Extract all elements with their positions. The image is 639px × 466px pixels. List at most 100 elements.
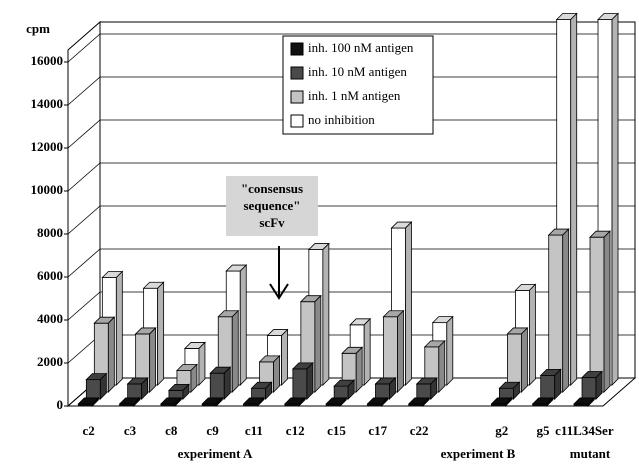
y-tick-label: 12000 xyxy=(31,139,64,154)
arrow-head xyxy=(269,283,289,300)
bar-side xyxy=(347,379,355,400)
bar-side xyxy=(529,283,536,386)
bar-side xyxy=(141,376,149,400)
y-tick-label: 2000 xyxy=(37,354,63,369)
bar-face xyxy=(416,383,432,400)
bar xyxy=(490,396,513,407)
bar-side xyxy=(215,396,223,407)
bar-side xyxy=(91,396,99,407)
y-tick-label: 14000 xyxy=(31,96,64,111)
bar-face xyxy=(127,383,143,400)
bar xyxy=(581,370,603,400)
annotation-box xyxy=(226,176,318,236)
grid-line xyxy=(67,76,635,106)
y-tick-label: 4000 xyxy=(37,311,63,326)
bar-side xyxy=(298,396,306,407)
group-label: experiment A xyxy=(178,446,253,461)
bar-side xyxy=(363,317,371,386)
bar-side xyxy=(611,12,619,386)
grid-line xyxy=(67,119,635,149)
bar-side xyxy=(115,270,123,386)
bar-face xyxy=(209,372,225,400)
bar-face xyxy=(85,379,101,400)
bar xyxy=(415,376,438,400)
bar-side xyxy=(182,383,190,400)
legend-label: inh. 10 nM antigen xyxy=(308,64,407,79)
bar xyxy=(539,368,562,400)
legend-label: no inhibition xyxy=(308,112,375,127)
bar-face xyxy=(333,385,349,400)
bar-side xyxy=(422,396,430,407)
bar xyxy=(242,396,265,407)
legend-label: inh. 100 nM antigen xyxy=(308,40,414,55)
bar-side xyxy=(446,315,454,386)
x-tick-label: c17 xyxy=(368,423,387,438)
y-axis-label: cpm xyxy=(26,21,50,36)
grid-line xyxy=(67,162,635,192)
bar xyxy=(325,396,348,407)
bar-side xyxy=(107,316,115,393)
grid-line xyxy=(67,33,635,63)
bar-side xyxy=(355,346,363,393)
bar xyxy=(498,381,521,400)
bar-side xyxy=(257,396,264,407)
bar-side xyxy=(405,221,412,386)
bar xyxy=(118,396,141,407)
y-tick-label: 16000 xyxy=(31,53,64,68)
grid-line xyxy=(67,248,635,278)
bar-side xyxy=(603,230,611,393)
bar-side xyxy=(554,368,562,400)
bar-side xyxy=(133,396,141,407)
bar xyxy=(423,339,446,393)
y-tick-label: 10000 xyxy=(31,182,64,197)
bar-side xyxy=(339,396,347,407)
bar xyxy=(283,396,306,407)
legend-swatch xyxy=(290,90,304,104)
bar xyxy=(126,376,149,400)
bar xyxy=(291,361,314,400)
legend-box xyxy=(282,35,434,135)
x-tick-label: c12 xyxy=(286,423,305,438)
bar-face xyxy=(292,368,308,400)
bar-face xyxy=(540,374,556,400)
bar-side xyxy=(430,376,438,400)
bar xyxy=(77,396,100,407)
bar-side xyxy=(570,12,578,386)
bar-side xyxy=(198,341,206,386)
bar-side xyxy=(397,309,404,393)
x-tick-label: c3 xyxy=(124,423,137,438)
bar xyxy=(250,381,273,400)
x-tick-label: c9 xyxy=(206,423,219,438)
bar-side xyxy=(281,328,288,386)
x-tick-label: c2 xyxy=(83,423,95,438)
bar-side xyxy=(306,361,314,400)
grid-line xyxy=(67,205,635,235)
bar-side xyxy=(562,228,570,393)
bar-side xyxy=(505,396,512,407)
bar xyxy=(547,228,570,393)
bar xyxy=(573,396,595,407)
x-tick-label: g5 xyxy=(537,423,551,438)
x-tick-label: g2 xyxy=(495,423,508,438)
annotation: "consensus sequence" scFv xyxy=(241,181,303,230)
bar-face xyxy=(375,383,390,400)
bar xyxy=(134,326,157,393)
bar-side xyxy=(149,326,157,393)
bar xyxy=(209,366,232,400)
bar xyxy=(589,230,611,393)
x-tick-label: c8 xyxy=(165,423,178,438)
bar xyxy=(333,379,356,400)
bar-side xyxy=(381,396,388,407)
bar-side xyxy=(389,376,396,400)
bar-side xyxy=(99,372,107,400)
bar-face xyxy=(581,377,597,400)
bar xyxy=(382,309,405,393)
bar xyxy=(159,396,182,407)
x-tick-label: c11 xyxy=(245,423,263,438)
bar-side xyxy=(438,339,446,393)
bar-side xyxy=(239,264,247,386)
bar-side xyxy=(322,242,330,386)
y-tick-label: 8000 xyxy=(37,225,63,240)
x-tick-label: c15 xyxy=(327,423,346,438)
y-tick-label: 6000 xyxy=(37,268,63,283)
